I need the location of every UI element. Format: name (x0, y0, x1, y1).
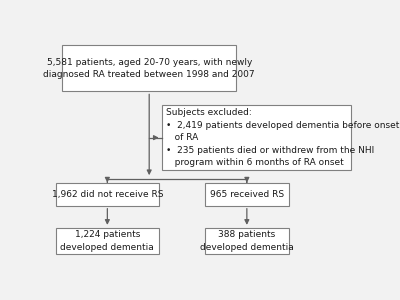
Text: 1,224 patients
developed dementia: 1,224 patients developed dementia (60, 230, 154, 252)
FancyBboxPatch shape (205, 183, 289, 206)
FancyBboxPatch shape (56, 183, 158, 206)
Text: 388 patients
developed dementia: 388 patients developed dementia (200, 230, 294, 252)
FancyBboxPatch shape (162, 105, 351, 170)
Text: 5,581 patients, aged 20-70 years, with newly
diagnosed RA treated between 1998 a: 5,581 patients, aged 20-70 years, with n… (43, 58, 255, 79)
FancyBboxPatch shape (62, 45, 236, 92)
Text: 965 received RS: 965 received RS (210, 190, 284, 199)
FancyBboxPatch shape (205, 228, 289, 254)
FancyBboxPatch shape (56, 228, 158, 254)
Text: 1,962 did not receive RS: 1,962 did not receive RS (52, 190, 163, 199)
Text: Subjects excluded:
•  2,419 patients developed dementia before onset
   of RA
• : Subjects excluded: • 2,419 patients deve… (166, 108, 400, 167)
